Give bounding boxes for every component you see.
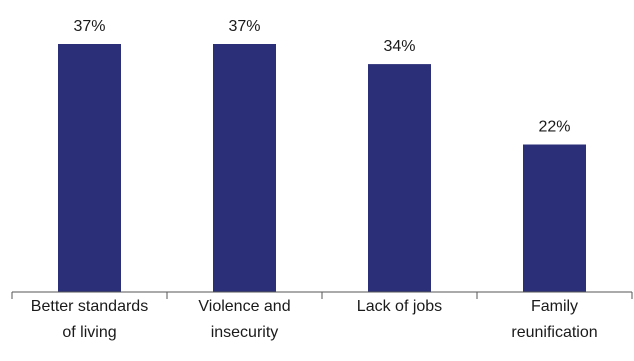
value-labels: 37% 37% 34% 22%	[73, 18, 570, 136]
category-label-line: reunification	[511, 324, 597, 341]
category-label-4: Family reunification	[511, 298, 597, 341]
bars	[58, 44, 586, 292]
category-label-1: Better standards of living	[31, 298, 148, 341]
category-label-2: Violence and insecurity	[198, 298, 290, 341]
bar-2	[213, 44, 276, 292]
bar-1	[58, 44, 121, 292]
category-label-line: insecurity	[211, 324, 279, 341]
category-label-line: Better standards	[31, 298, 148, 315]
value-label-1: 37%	[73, 18, 105, 35]
category-labels: Better standards of living Violence and ins…	[31, 298, 598, 341]
category-label-line: Family	[531, 298, 578, 315]
value-label-3: 34%	[383, 38, 415, 55]
category-label-line: Violence and	[198, 298, 290, 315]
bar-3	[368, 64, 431, 292]
category-label-line: Lack of jobs	[357, 298, 442, 315]
bar-4	[523, 144, 586, 292]
x-axis	[11, 291, 633, 299]
value-label-2: 37%	[228, 18, 260, 35]
value-label-4: 22%	[538, 119, 570, 136]
category-label-line: of living	[62, 324, 116, 341]
category-label-3: Lack of jobs	[357, 298, 442, 315]
